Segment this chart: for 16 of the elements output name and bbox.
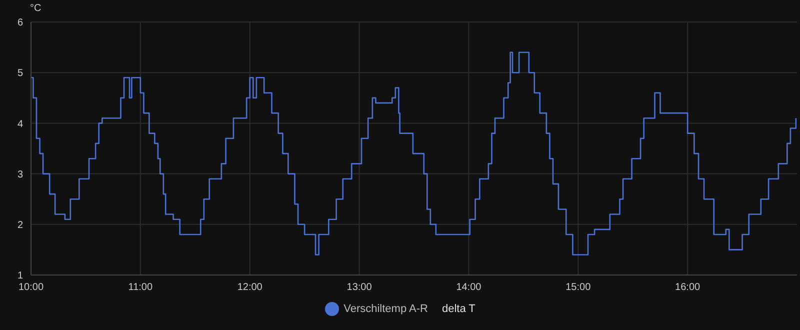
y-tick-label: 5: [17, 68, 24, 80]
y-tick-label: 6: [17, 18, 24, 29]
x-tick-label: 16:00: [675, 282, 701, 294]
y-tick-label: 1: [17, 270, 24, 282]
x-tick-label: 15:00: [566, 282, 592, 294]
y-tick-label: 4: [17, 118, 24, 130]
legend-label: Verschiltemp A-R: [342, 302, 428, 316]
y-tick-label: 3: [17, 169, 24, 180]
y-tick-label: 2: [17, 220, 24, 231]
x-tick-label: 10:00: [18, 282, 44, 294]
x-tick-label: 12:00: [237, 282, 263, 294]
x-tick-label: 14:00: [456, 282, 482, 294]
text: delta T: [442, 303, 476, 315]
x-tick-label: 13:00: [346, 282, 372, 294]
y-axis-title: °C: [30, 3, 42, 14]
x-tick-label: 11:00: [128, 282, 153, 294]
